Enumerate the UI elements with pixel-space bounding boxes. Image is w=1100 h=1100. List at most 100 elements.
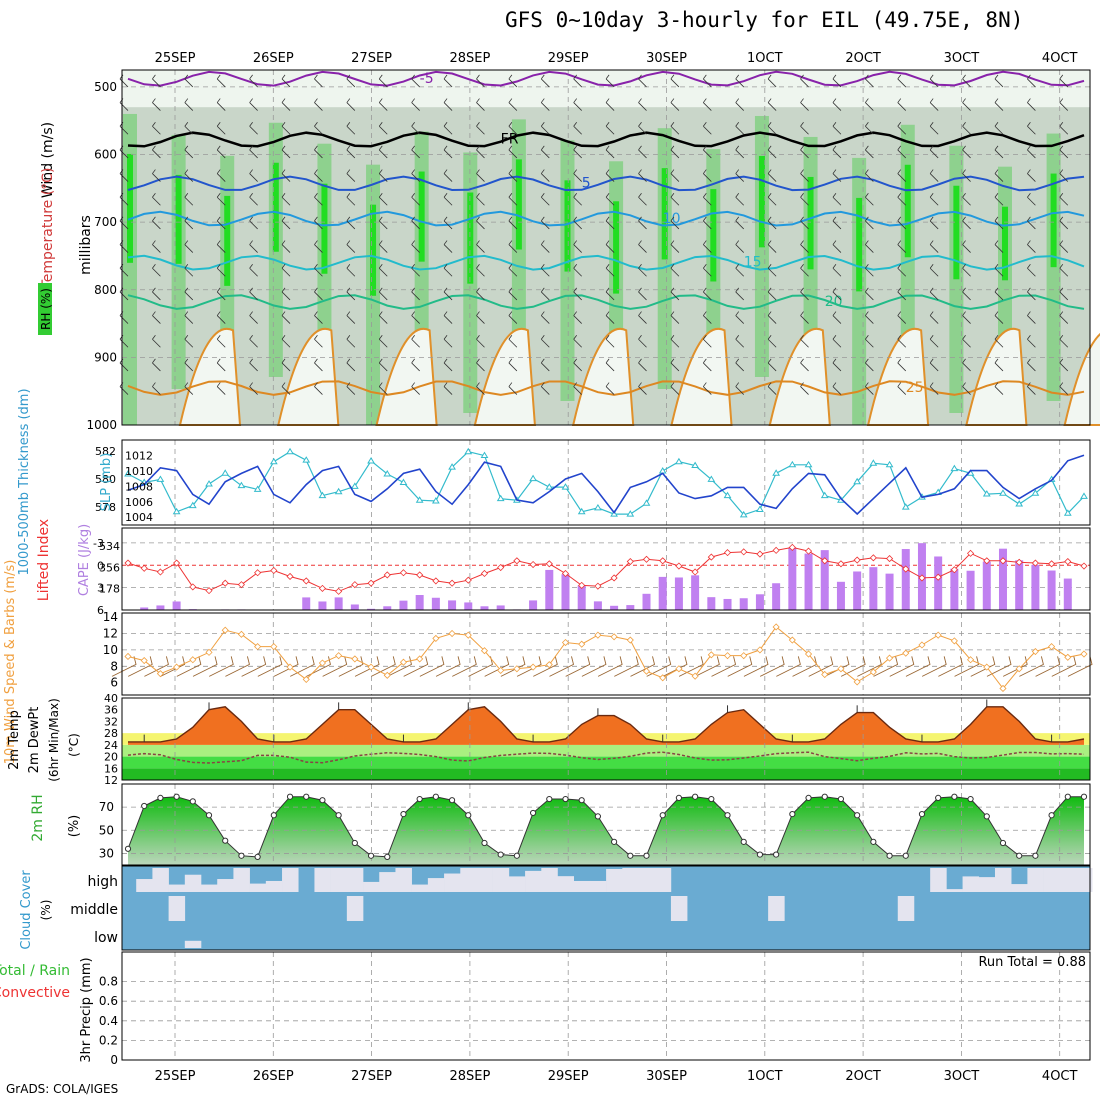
rh-point <box>529 809 537 817</box>
temp-band <box>122 756 1090 769</box>
upper-wind-barb <box>184 311 194 324</box>
thickness-line <box>127 454 1085 516</box>
upper-wind-barb <box>573 240 582 253</box>
slp-point <box>221 469 230 476</box>
surface-wind-barb <box>581 656 607 677</box>
upper-wind-barb <box>184 121 194 135</box>
slp-point <box>1015 500 1024 507</box>
upper-wind-barb <box>962 240 971 253</box>
upper-wind-barb <box>443 98 453 111</box>
credit-text: GrADS: COLA/IGES <box>6 1082 119 1096</box>
precip-ytick: 0.2 <box>99 1033 118 1047</box>
th-frame <box>121 439 1091 526</box>
upper-wind-barb <box>346 74 356 88</box>
li-point <box>205 587 213 595</box>
surface-wind-barb <box>111 656 137 677</box>
upper-wind-barb <box>800 98 809 111</box>
li-point <box>561 569 570 578</box>
upper-wind-barb <box>929 121 939 135</box>
upper-wind-barb <box>411 287 420 301</box>
upper-wind-barb <box>670 334 680 348</box>
li-point <box>869 554 877 562</box>
upper-wind-barb <box>216 192 226 206</box>
slp-ylabel: SLP (mb) <box>99 453 114 512</box>
upper-wind-barb <box>1059 382 1069 395</box>
surface-wind-barb <box>954 656 980 677</box>
upper-wind-barb <box>378 169 388 182</box>
wind-speed-point <box>189 656 197 664</box>
upper-wind-barb <box>832 240 842 253</box>
cape-bar <box>431 597 440 610</box>
upper-wind-barb <box>800 287 809 301</box>
surface-wind-barb <box>419 656 445 677</box>
chart-title: GFS 0~10day 3-hourly for EIL (49.75E, 8N… <box>505 8 1024 32</box>
upper-wind-barb <box>249 358 258 372</box>
upper-wind-barb <box>994 216 1004 230</box>
wind-speed-point <box>756 646 764 654</box>
surface-wind-barb <box>1067 656 1093 677</box>
upper-wind-barb <box>670 263 680 277</box>
rh-point <box>238 852 245 859</box>
slp-point <box>253 485 262 492</box>
bottom-day-label: 26SEP <box>253 1069 294 1084</box>
upper-wind-barb <box>184 287 194 301</box>
li-point <box>286 572 294 581</box>
upper-wind-barb <box>703 121 712 135</box>
warm-isotherm-lobe <box>571 327 635 426</box>
cape-bar <box>804 553 813 610</box>
rh-point <box>1064 793 1071 800</box>
cape-bar <box>853 571 862 610</box>
cloud-cell-high <box>395 868 412 892</box>
upper-wind-barb <box>800 334 809 348</box>
surface-wind-barb <box>630 656 656 677</box>
upper-wind-barb <box>573 169 582 182</box>
upper-wind-barb <box>281 145 291 159</box>
cloud-cell-high <box>1011 884 1028 892</box>
upper-wind-barb <box>800 121 809 135</box>
upper-wind-barb <box>865 74 874 88</box>
surface-wind-barb <box>695 656 720 677</box>
upper-wind-barb <box>281 169 291 182</box>
li-point <box>529 560 537 569</box>
cape-bar <box>1063 578 1072 610</box>
wind-speed-point <box>626 636 634 644</box>
rh-moist-column <box>1046 133 1061 402</box>
upper-wind-barb <box>249 311 258 324</box>
slp-point <box>383 470 392 477</box>
rh-point <box>773 851 780 858</box>
upper-wind-barb <box>216 287 226 301</box>
temp-band <box>122 768 1090 780</box>
upper-wind-barb <box>346 192 356 206</box>
upper-wind-barb <box>735 121 745 135</box>
upper-wind-barb <box>443 192 453 206</box>
surface-wind-barb <box>241 656 267 677</box>
cloud-cell-high <box>525 870 542 892</box>
surface-wind-barb <box>970 656 996 677</box>
surface-wind-barb <box>533 656 558 677</box>
li-point <box>885 554 894 563</box>
slp-point <box>431 497 440 504</box>
upper-wind-barb <box>443 311 453 324</box>
upper-wind-barb <box>832 74 842 88</box>
upper-wind-barb <box>249 169 258 182</box>
upper-wind-barb <box>832 145 842 159</box>
precip-ytick: 0.6 <box>99 994 118 1008</box>
li-point <box>578 581 586 589</box>
li-ytick: 6 <box>97 604 104 617</box>
cloud-cell-high <box>233 868 250 892</box>
upper-wind-barb <box>249 98 258 111</box>
upper-wind-barb <box>897 287 907 301</box>
upper-wind-barb <box>476 263 485 277</box>
li-point <box>723 549 732 557</box>
upper-wind-barb <box>865 145 874 159</box>
slp-point <box>901 503 910 510</box>
rh-point <box>416 795 423 803</box>
cape-bar <box>399 600 408 610</box>
upper-wind-barb <box>508 287 518 301</box>
upper-wind-barb <box>703 240 712 253</box>
upper-wind-barb <box>962 287 971 301</box>
upper-wind-barb <box>378 382 388 395</box>
isotherm-line <box>127 70 1085 87</box>
cloud-cell-high <box>346 868 364 892</box>
top-day-label: 25SEP <box>155 51 196 66</box>
